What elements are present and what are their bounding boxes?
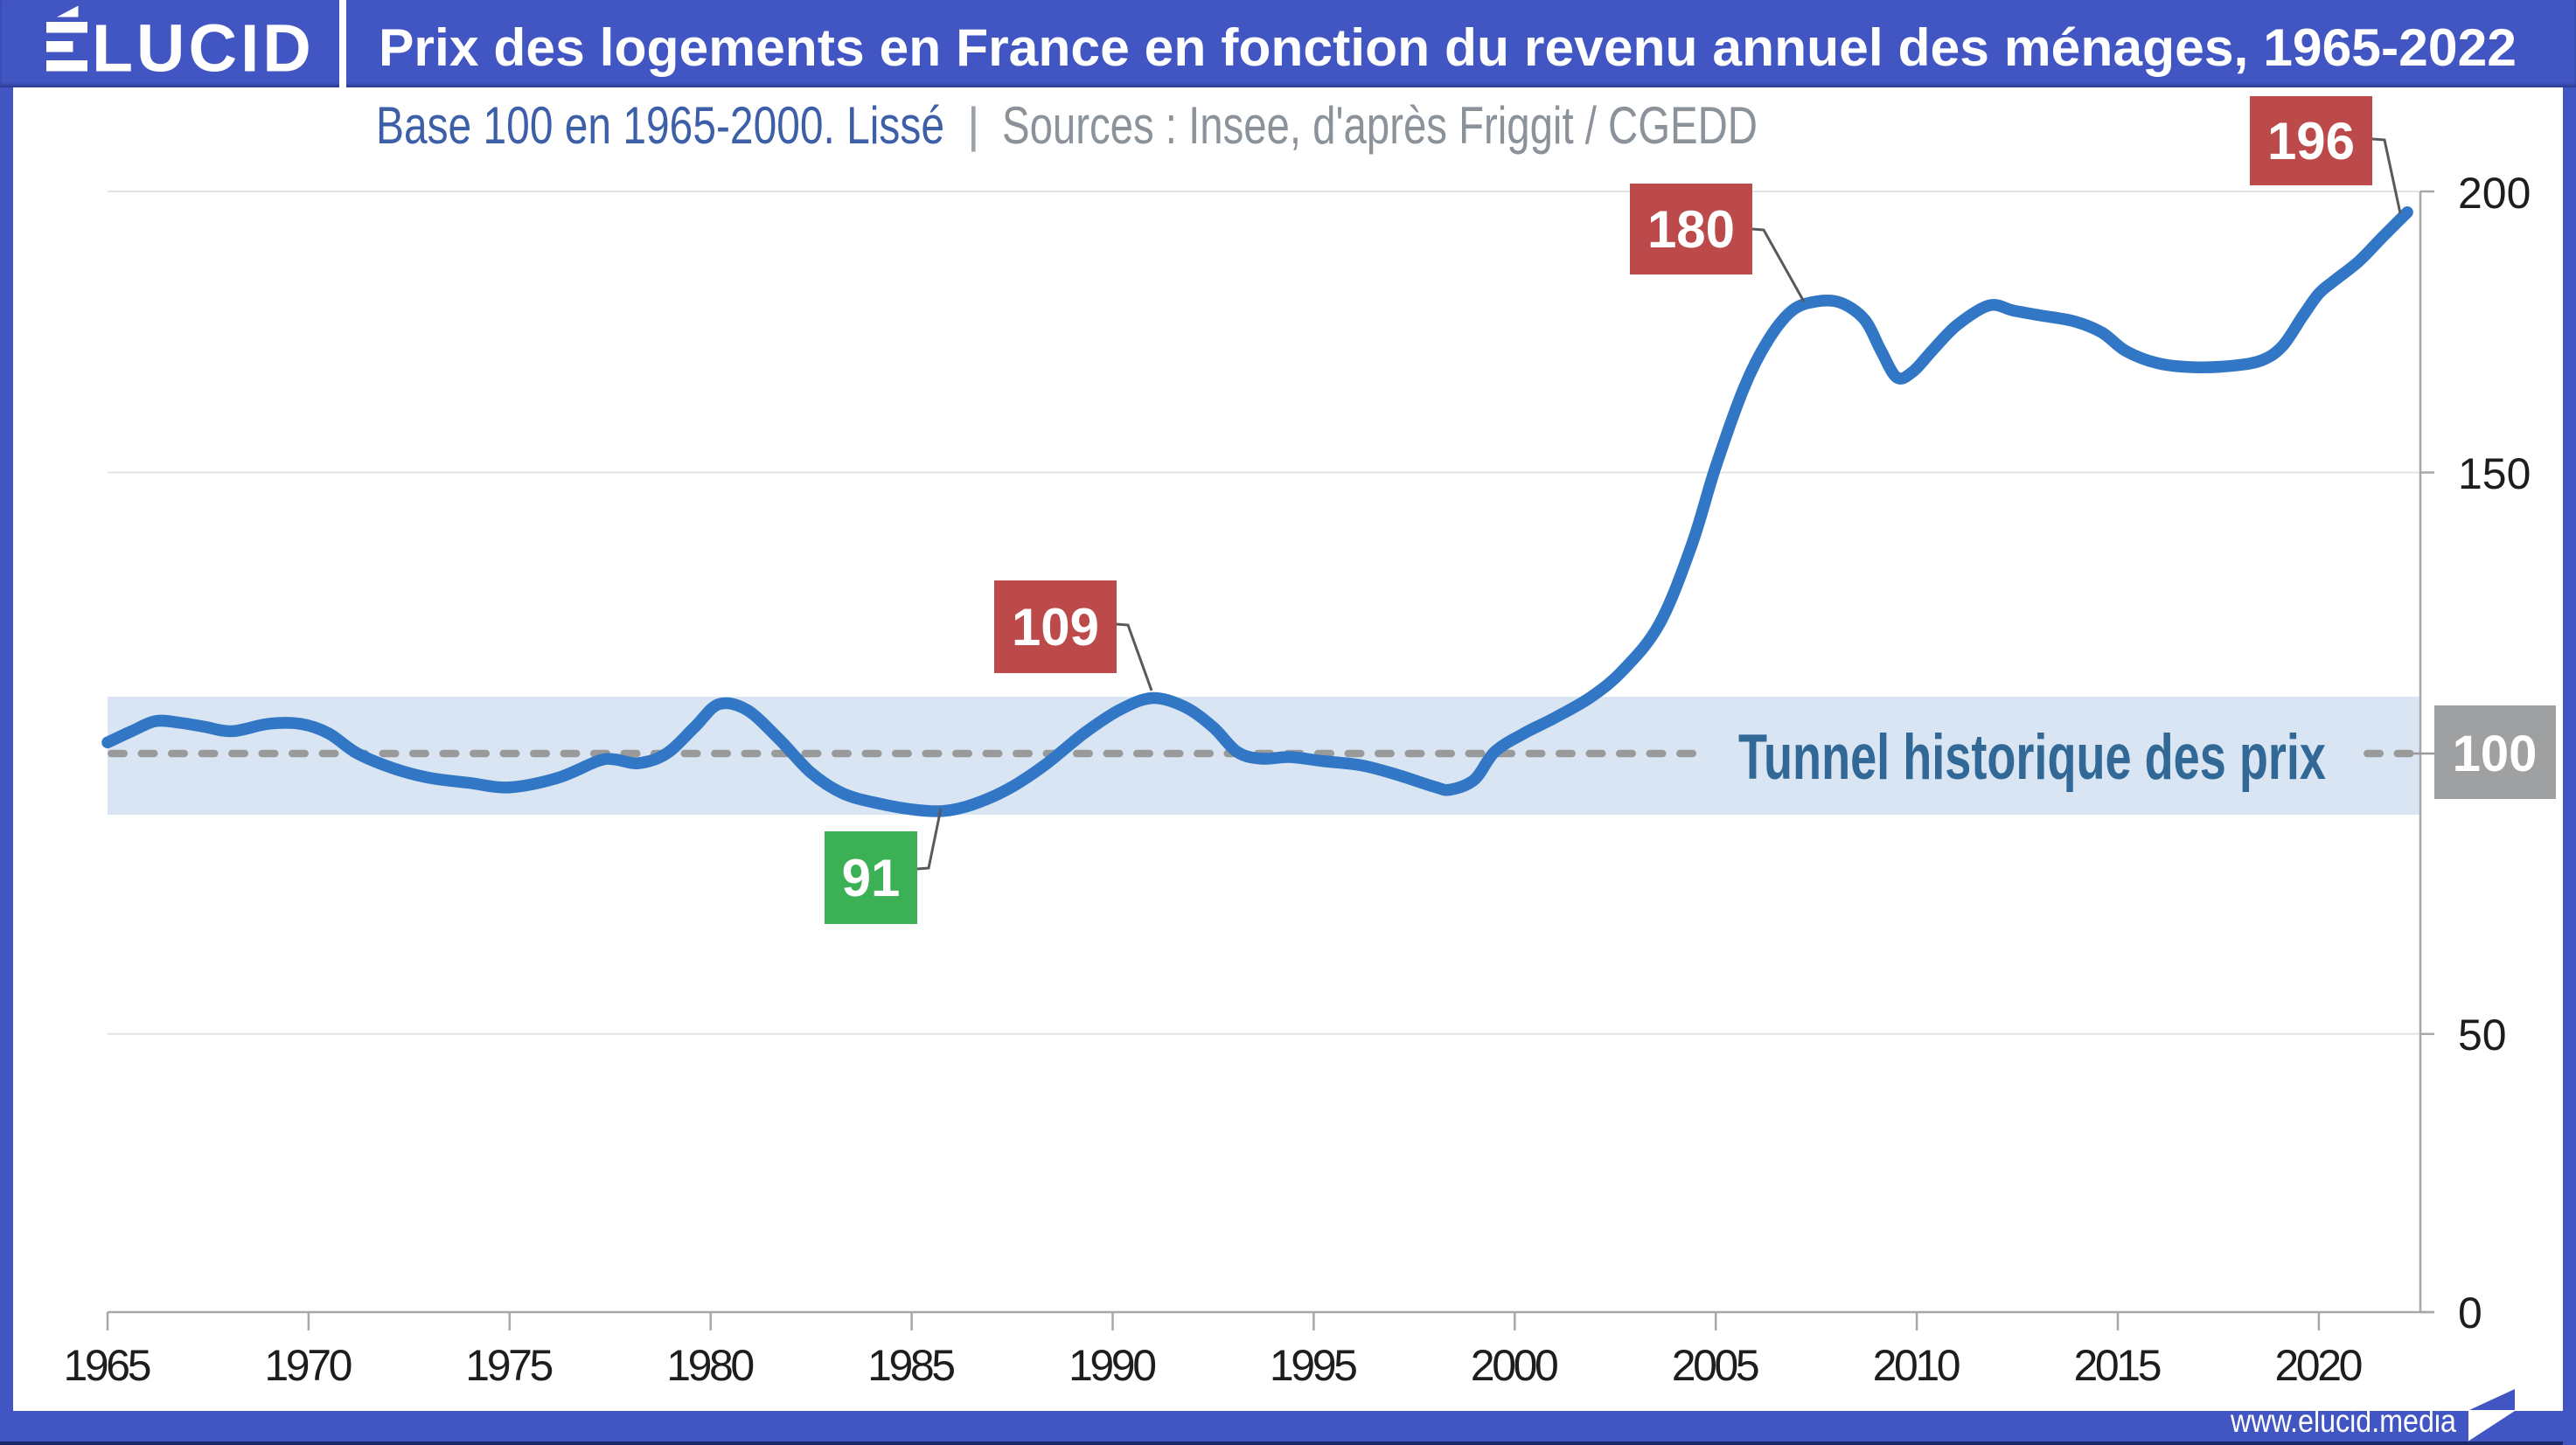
- svg-text:1965: 1965: [64, 1341, 152, 1390]
- svg-text:109: 109: [1012, 598, 1099, 657]
- svg-text:Base 100 en 1965-2000. Lissé: Base 100 en 1965-2000. Lissé: [376, 96, 944, 155]
- svg-text:1985: 1985: [867, 1341, 956, 1390]
- svg-text:100: 100: [2453, 726, 2538, 782]
- svg-text:|: |: [967, 97, 980, 152]
- svg-text:50: 50: [2458, 1011, 2507, 1059]
- svg-text:200: 200: [2458, 169, 2531, 218]
- svg-text:150: 150: [2458, 449, 2531, 498]
- svg-text:1970: 1970: [264, 1341, 352, 1390]
- svg-text:2005: 2005: [1672, 1341, 1760, 1390]
- svg-text:2020: 2020: [2274, 1341, 2363, 1390]
- svg-text:1995: 1995: [1270, 1341, 1358, 1390]
- svg-text:1975: 1975: [465, 1341, 553, 1390]
- svg-text:1980: 1980: [666, 1341, 755, 1390]
- svg-text:2000: 2000: [1471, 1341, 1559, 1390]
- svg-text:180: 180: [1647, 200, 1735, 259]
- svg-text:2015: 2015: [2074, 1341, 2162, 1390]
- svg-text:1990: 1990: [1069, 1341, 1157, 1390]
- svg-text:Prix des logements en France e: Prix des logements en France en fonction…: [379, 18, 2517, 77]
- svg-text:LUCID: LUCID: [92, 11, 315, 87]
- svg-text:www.elucid.media: www.elucid.media: [2230, 1403, 2456, 1439]
- svg-text:91: 91: [842, 849, 901, 907]
- svg-text:196: 196: [2267, 112, 2355, 170]
- svg-text:0: 0: [2458, 1289, 2482, 1337]
- svg-text:Tunnel historique des prix: Tunnel historique des prix: [1738, 722, 2326, 793]
- svg-text:Sources : Insee, d'après Frigg: Sources : Insee, d'après Friggit / CGEDD: [1002, 96, 1758, 155]
- svg-text:2010: 2010: [1873, 1341, 1961, 1390]
